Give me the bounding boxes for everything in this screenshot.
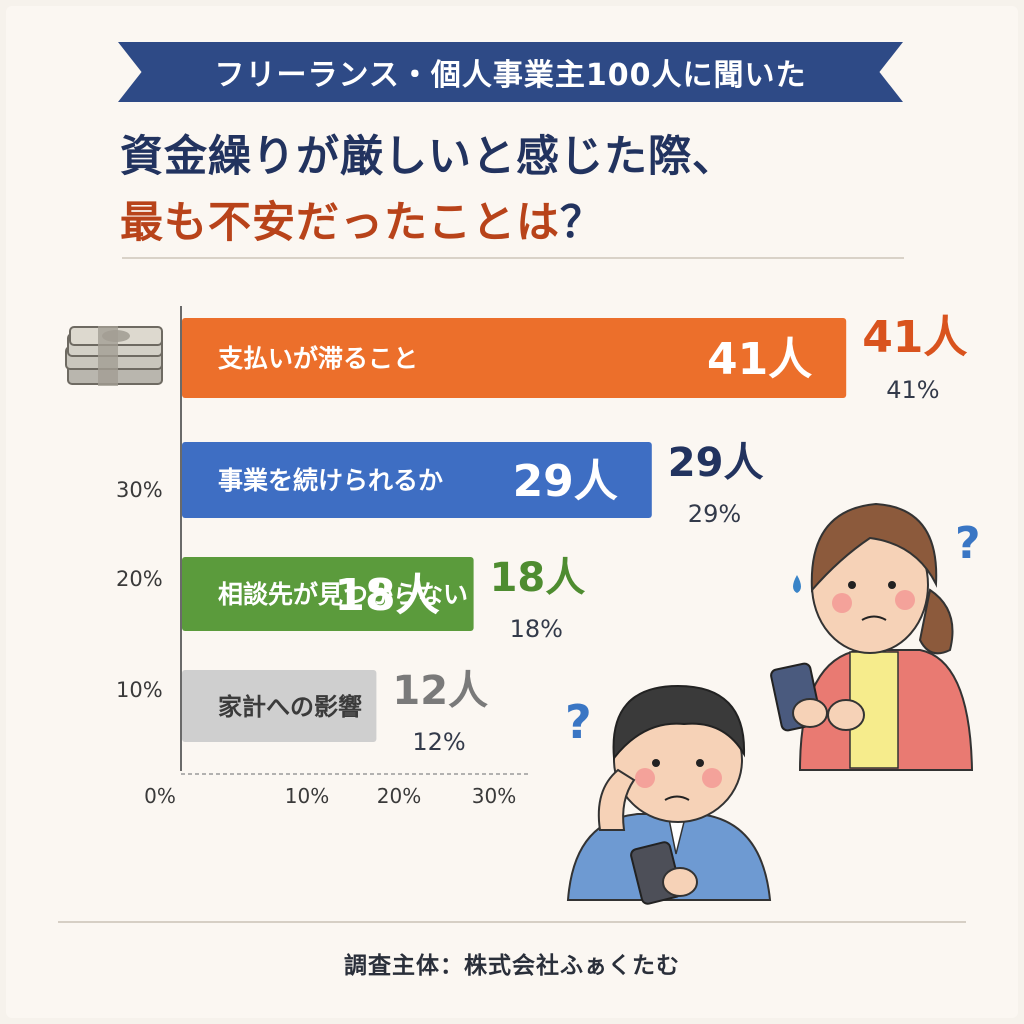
x-tick-label: 30% (472, 784, 516, 808)
bar-value-outside: 18人 (490, 555, 586, 601)
x-tick-label: 0% (144, 784, 176, 808)
title-line-2-text: 最も不安だったことは (120, 198, 560, 248)
bar-value-inside: 18人 (334, 570, 439, 621)
bar-category-label: 支払いが滞ること (218, 344, 418, 373)
money-stack-icon (65, 326, 163, 386)
bar-value-inside: 29人 (513, 456, 618, 507)
x-tick-label: 10% (285, 784, 329, 808)
title-line-1: 資金繰りが厳しいと感じた際、 (120, 132, 736, 182)
worried-woman-illustration (770, 502, 974, 771)
bar-category-label: 家計への影響 (218, 693, 362, 721)
bar-value-outside: 12人 (392, 668, 488, 714)
y-tick-label: 30% (116, 478, 163, 502)
bar (182, 557, 474, 631)
bar-percent-label: 41% (886, 376, 939, 404)
bar-percent-label: 29% (688, 500, 741, 528)
bar (182, 318, 847, 398)
bar-value-outside: 29人 (668, 440, 764, 486)
y-tick-label: 10% (116, 678, 163, 702)
footer-divider (58, 921, 966, 923)
title-divider (122, 257, 904, 259)
ticks-group: 30% 20% 10% 0% 10% 20% 30% (116, 478, 516, 808)
sweat-drop-icon (793, 575, 801, 593)
bar-category-label: 相談先が見つからない (218, 580, 468, 609)
title-question-mark: ？ (560, 198, 604, 248)
y-tick-label: 20% (116, 567, 163, 591)
x-tick-label: 20% (377, 784, 421, 808)
worried-man-illustration (566, 684, 772, 905)
bar-value-outside: 41人 (862, 312, 967, 363)
bar-value-inside: 41人 (707, 334, 812, 385)
bar-percent-label: 12% (412, 728, 465, 756)
bar-category-label: 事業を続けられるか (218, 466, 443, 495)
survey-source: 調査主体：株式会社ふぁくたむ (344, 953, 680, 979)
ribbon-text: フリーランス・個人事業主100人に聞いた (214, 58, 807, 93)
bar (182, 442, 652, 518)
bar (182, 670, 377, 742)
title-line-2: 最も不安だったことは？ (120, 188, 604, 250)
question-mark-icon: ? (955, 518, 981, 569)
question-mark-icon: ? (565, 695, 592, 749)
bars-group: 支払いが滞ること 41人 41人 41% 事業を続けられるか 29人 29人 29% 相談先が見… (182, 312, 967, 756)
bar-percent-label: 18% (510, 615, 563, 643)
survey-ribbon: フリーランス・個人事業主100人に聞いた (118, 42, 903, 102)
